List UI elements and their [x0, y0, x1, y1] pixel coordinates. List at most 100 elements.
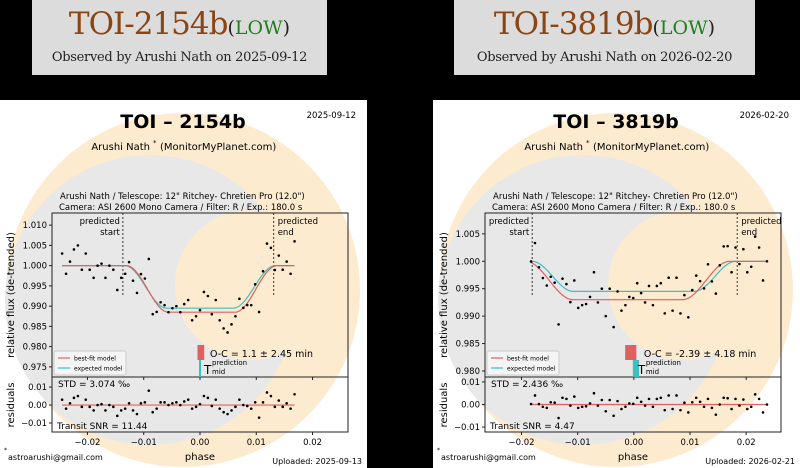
predicted-start-label: predicted — [80, 217, 120, 227]
residual-point — [679, 408, 682, 412]
email-mark: * — [4, 447, 7, 454]
flux-point — [80, 268, 84, 271]
flux-point — [631, 296, 635, 300]
flux-point — [608, 287, 611, 290]
residual-point — [569, 404, 572, 407]
flux-point — [226, 331, 229, 334]
flux-point — [151, 312, 155, 316]
residual-point — [529, 402, 533, 406]
observer-mark: * — [153, 139, 157, 147]
best-fit-model-line — [530, 260, 767, 301]
residual-point — [710, 406, 714, 410]
oc-bar — [197, 345, 205, 360]
y-tick-label: 0.980 — [456, 367, 480, 377]
predicted-start-label: start — [509, 228, 529, 238]
flux-point — [127, 260, 131, 264]
banner-toi-2154b: TOI-2154b(LOW) Observed by Arushi Nath o… — [32, 0, 327, 75]
legend-box — [53, 350, 127, 376]
residual-point — [765, 403, 769, 406]
flux-point — [119, 276, 123, 280]
residual-point — [245, 404, 249, 408]
flux-point — [179, 310, 182, 314]
residual-point — [659, 396, 663, 400]
watermark-orange-inner — [175, 210, 325, 360]
flux-point — [253, 283, 257, 286]
predicted-end-label: end — [278, 228, 294, 238]
flux-point — [706, 262, 710, 266]
residual-point — [588, 402, 592, 405]
flux-point — [545, 284, 549, 287]
flux-point — [139, 272, 143, 276]
x-tick-label: 0.01 — [247, 438, 266, 448]
residual-point — [273, 405, 277, 409]
residual-point — [584, 405, 588, 408]
residual-point — [194, 405, 198, 409]
residual-point — [151, 410, 155, 414]
y-axis-label: relative flux (de-trended) — [439, 232, 450, 358]
resid-y-tick-label: 0.01 — [461, 378, 480, 388]
residual-point — [84, 398, 88, 401]
y-tick-label: 0.985 — [456, 340, 480, 350]
resid-y-tick-label: 0.00 — [28, 401, 47, 411]
flux-point — [167, 310, 170, 314]
residual-point — [96, 403, 99, 407]
flux-point — [60, 252, 64, 255]
flux-point — [663, 312, 667, 315]
x-tick-label: −0.02 — [508, 438, 534, 448]
chart-date: 2026-02-20 — [740, 111, 789, 121]
planet-name: TOI-3819b — [493, 6, 654, 42]
residual-point — [249, 407, 253, 410]
flux-point — [88, 268, 92, 271]
residual-point — [281, 405, 285, 409]
oc-text: O-C = -2.39 ± 4.18 min — [644, 349, 756, 360]
x-axis-label: phase — [618, 452, 648, 463]
flux-point — [210, 312, 214, 316]
residual-point — [639, 400, 643, 404]
residual-point — [222, 410, 225, 414]
residual-point — [608, 398, 611, 402]
observer-name: Arushi Nath — [91, 142, 150, 153]
flux-point — [745, 270, 749, 274]
y-tick-label: 0.990 — [23, 302, 47, 312]
flux-point — [190, 319, 194, 322]
flux-point — [186, 298, 190, 302]
residual-point — [202, 394, 206, 398]
flux-point — [565, 282, 568, 286]
flux-point — [541, 276, 545, 280]
setup-line-telescope: Arushi Nath / Telescope: 12" Ritchey- Ch… — [60, 192, 305, 202]
residual-point — [702, 405, 706, 409]
y-tick-label: 1.010 — [23, 221, 47, 231]
x-tick-label: 0.00 — [191, 438, 210, 448]
residual-point — [647, 397, 651, 401]
flux-point — [218, 319, 221, 322]
residual-point — [671, 407, 674, 411]
residual-point — [135, 412, 139, 416]
residual-point — [687, 411, 690, 414]
residual-point — [76, 394, 80, 398]
flux-point — [655, 284, 659, 288]
flux-point — [100, 262, 103, 265]
flux-point — [104, 276, 107, 280]
residual-point — [573, 395, 576, 398]
flux-point — [643, 301, 647, 304]
flux-point — [115, 288, 119, 292]
flux-point — [257, 310, 261, 314]
flux-point — [163, 303, 166, 307]
legend-box — [486, 350, 560, 376]
residual-point — [127, 401, 131, 405]
x-axis-label: phase — [185, 452, 215, 463]
flux-point — [600, 287, 604, 290]
residual-point — [123, 407, 127, 410]
residual-point — [88, 405, 92, 409]
residual-point — [238, 398, 241, 401]
residual-point — [690, 400, 694, 404]
flux-point — [651, 303, 655, 307]
residual-point — [742, 398, 745, 401]
lightcurve-panel-1: TOI – 2154b 2025-09-12 Arushi Nath * (Monito… — [0, 100, 367, 468]
observed-by: Observed by Arushi Nath on 2025-09-12 — [51, 50, 308, 65]
residual-point — [604, 409, 608, 413]
uploaded-date: Uploaded: 2025-09-13 — [272, 457, 362, 466]
flux-point — [576, 306, 580, 310]
residual-point — [80, 405, 84, 409]
residual-point — [628, 402, 631, 405]
